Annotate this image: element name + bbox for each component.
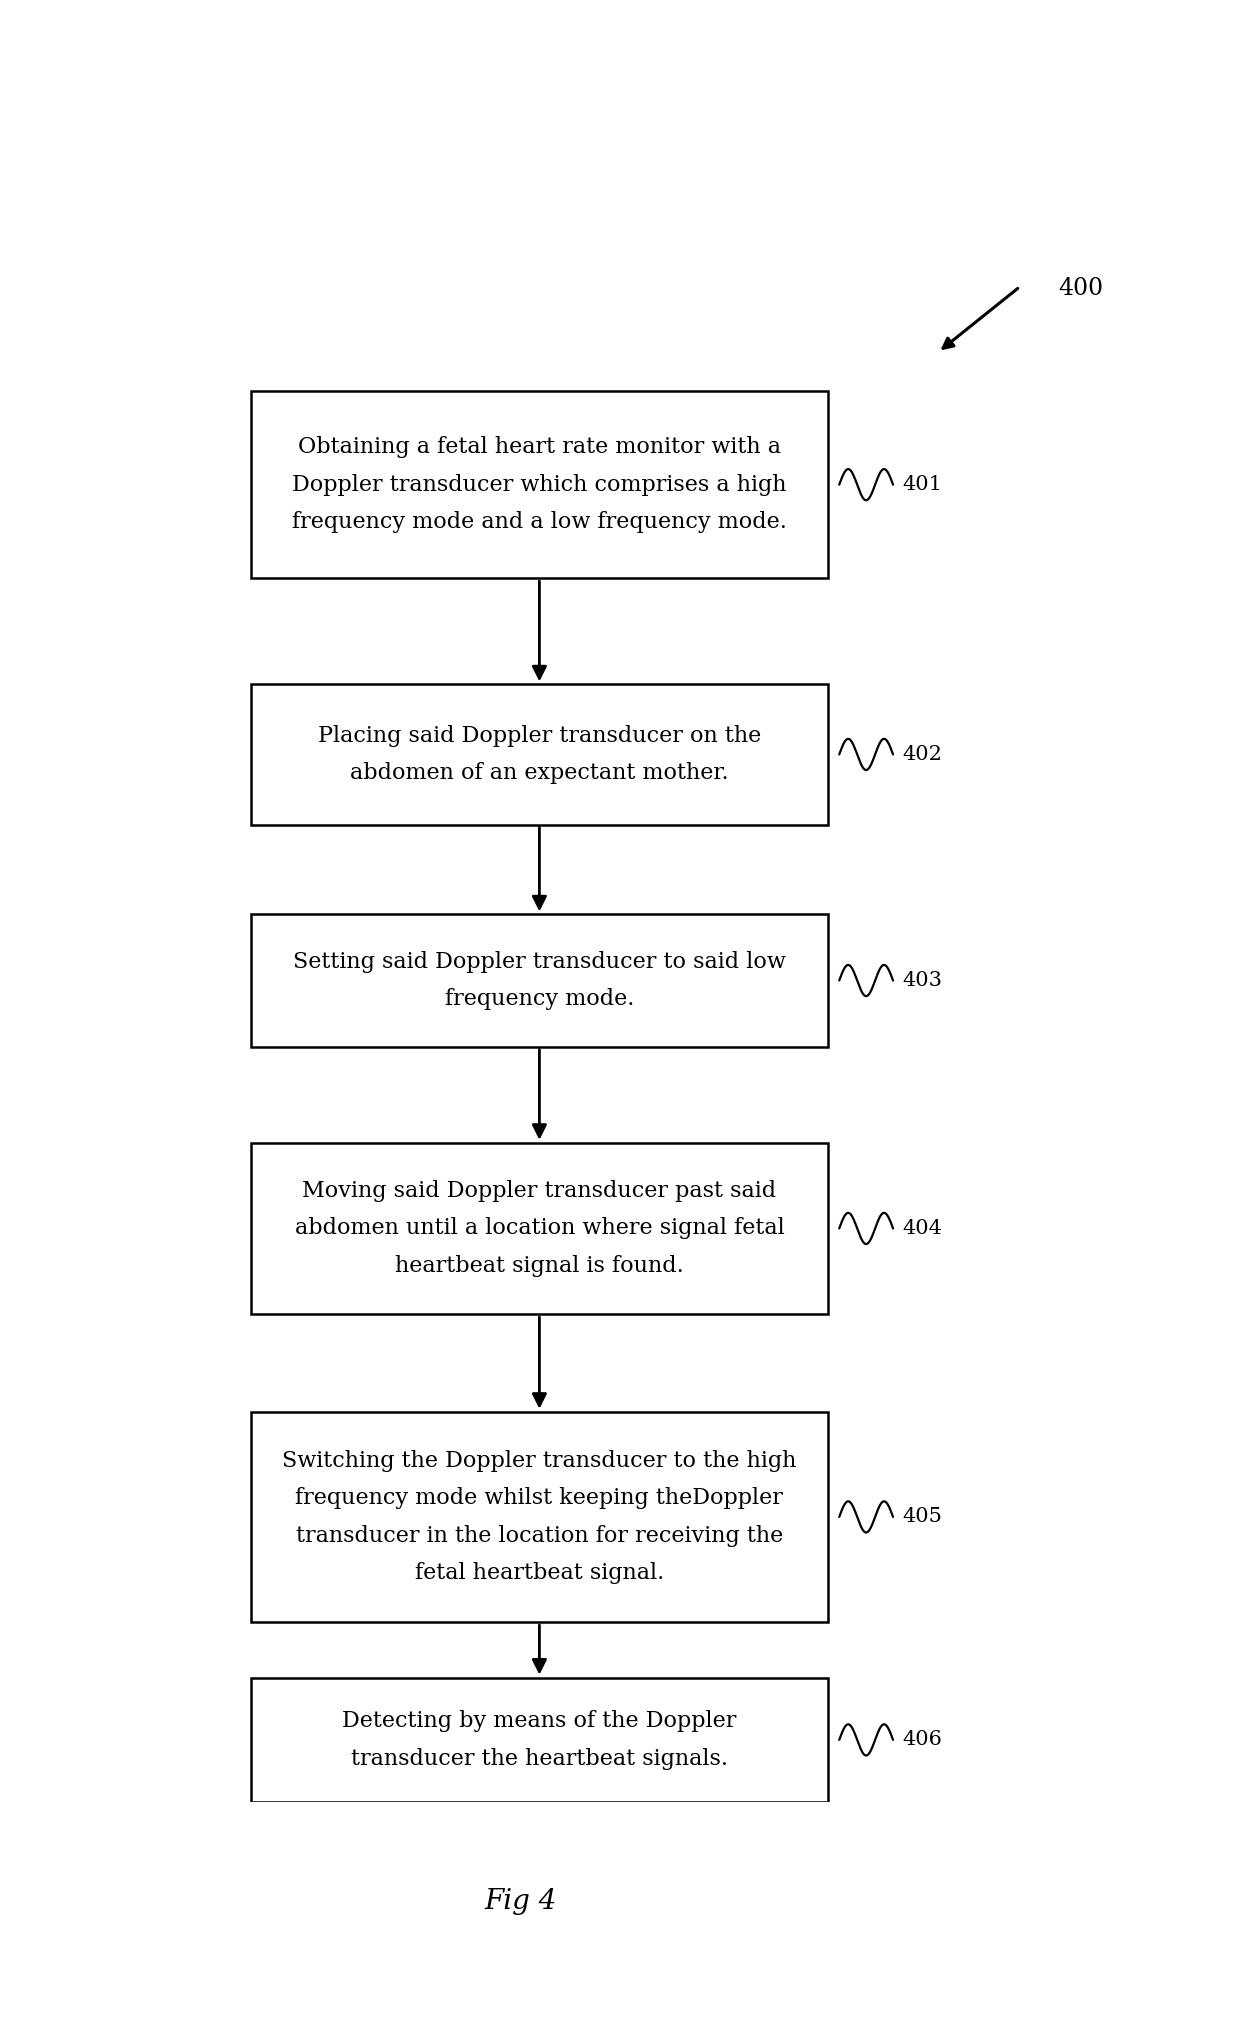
FancyBboxPatch shape [250,1411,828,1622]
Text: 403: 403 [903,972,942,990]
FancyBboxPatch shape [250,684,828,824]
Text: Switching the Doppler transducer to the high
frequency mode whilst keeping theDo: Switching the Doppler transducer to the … [283,1450,796,1584]
FancyBboxPatch shape [250,391,828,579]
Text: Moving said Doppler transducer past said
abdomen until a location where signal f: Moving said Doppler transducer past said… [295,1181,784,1276]
Text: 405: 405 [903,1507,942,1527]
FancyBboxPatch shape [250,1677,828,1802]
FancyBboxPatch shape [250,1142,828,1314]
Text: 401: 401 [903,476,942,494]
Text: 402: 402 [903,745,942,763]
Text: Placing said Doppler transducer on the
abdomen of an expectant mother.: Placing said Doppler transducer on the a… [317,725,761,784]
Text: 406: 406 [903,1731,942,1750]
Text: 400: 400 [1058,277,1104,300]
Text: Setting said Doppler transducer to said low
frequency mode.: Setting said Doppler transducer to said … [293,952,786,1010]
Text: Obtaining a fetal heart rate monitor with a
Doppler transducer which comprises a: Obtaining a fetal heart rate monitor wit… [291,435,787,533]
FancyBboxPatch shape [250,913,828,1047]
Text: 404: 404 [903,1219,942,1237]
Text: Detecting by means of the Doppler
transducer the heartbeat signals.: Detecting by means of the Doppler transd… [342,1711,737,1770]
Text: Fig 4: Fig 4 [484,1887,557,1916]
